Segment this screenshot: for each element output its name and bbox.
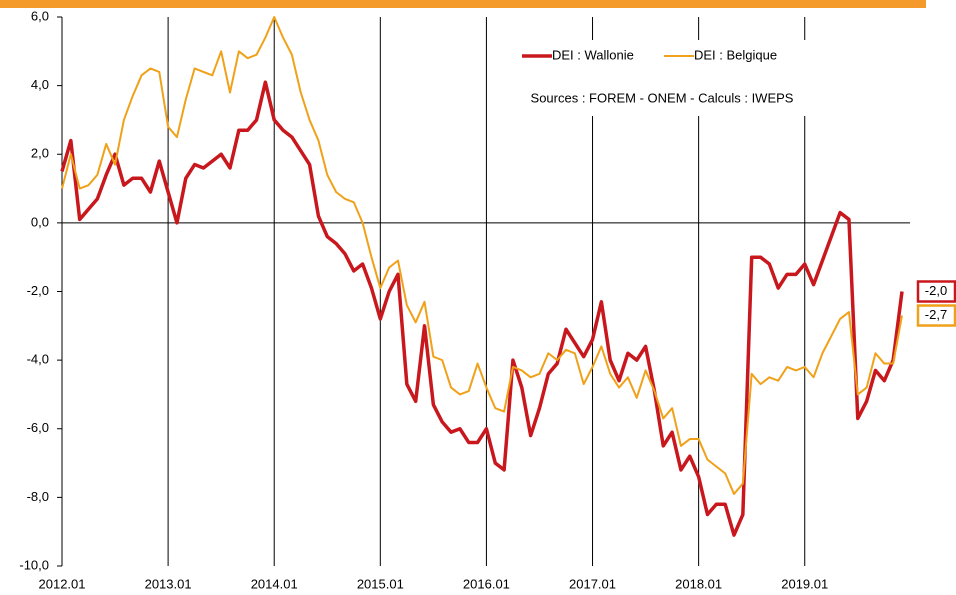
y-tick-label: -6,0 — [27, 420, 49, 435]
x-tick-label: 2015.01 — [357, 576, 404, 591]
y-tick-label: -4,0 — [27, 352, 49, 367]
value-label: -2,0 — [925, 283, 947, 298]
series-line — [60, 80, 904, 537]
x-tick-label: 2018.01 — [675, 576, 722, 591]
y-tick-label: -10,0 — [19, 557, 49, 572]
y-tick-label: 4,0 — [31, 77, 49, 92]
y-tick-label: 2,0 — [31, 146, 49, 161]
legend-bg — [490, 40, 835, 116]
y-tick-label: -2,0 — [27, 283, 49, 298]
value-label-box — [916, 304, 956, 327]
x-tick-label: 2016.01 — [463, 576, 510, 591]
top-bar — [0, 0, 926, 8]
x-tick-label: 2017.01 — [569, 576, 616, 591]
series-line — [61, 16, 903, 495]
y-tick-label: -8,0 — [27, 489, 49, 504]
value-label-box — [916, 280, 956, 303]
x-tick-label: 2019.01 — [781, 576, 828, 591]
value-label: -2,7 — [925, 307, 947, 322]
x-tick-label: 2012.01 — [39, 576, 86, 591]
y-tick-label: 6,0 — [31, 8, 49, 23]
annotation: Sources : FOREM - ONEM - Calculs : IWEPS — [531, 90, 794, 105]
x-tick-label: 2013.01 — [145, 576, 192, 591]
legend-label: DEI : Wallonie — [552, 47, 634, 62]
y-tick-label: 0,0 — [31, 214, 49, 229]
x-tick-label: 2014.01 — [251, 576, 298, 591]
legend-label: DEI : Belgique — [694, 47, 777, 62]
